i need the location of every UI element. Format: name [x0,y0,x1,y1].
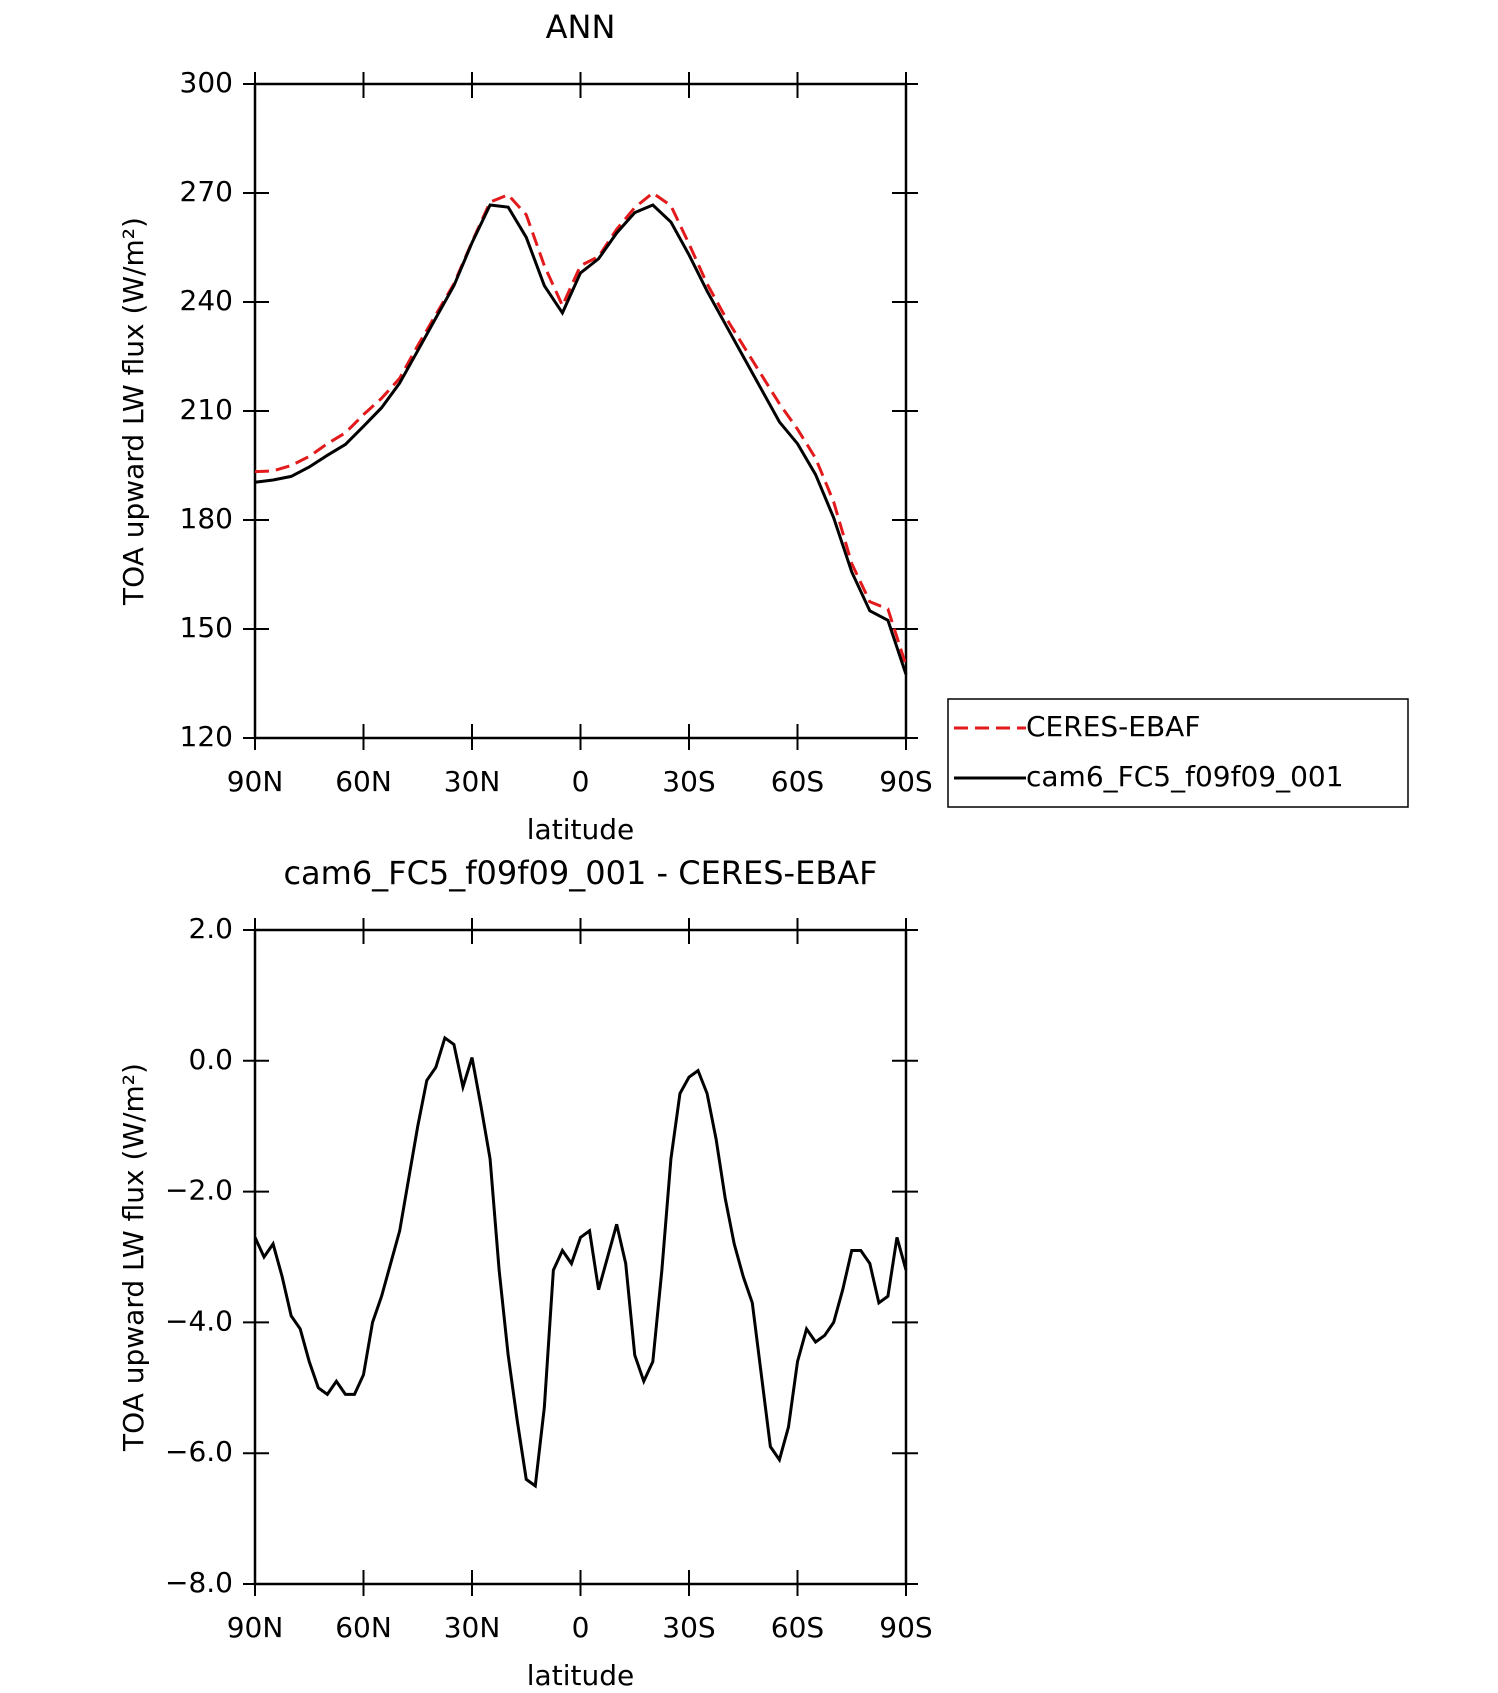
x-axis-label: latitude [527,1659,634,1692]
y-tick-label: 2.0 [188,912,233,945]
y-tick-label: 120 [180,720,233,753]
x-tick-label: 0 [572,1611,590,1644]
x-tick-label: 90S [879,1611,932,1644]
chart-title: cam6_FC5_f09f09_001 - CERES-EBAF [283,854,877,892]
x-tick-label: 30S [662,765,715,798]
x-tick-label: 30N [444,765,501,798]
x-tick-label: 60S [771,765,824,798]
y-tick-label: 180 [180,502,233,535]
y-tick-label: 0.0 [188,1043,233,1076]
legend-box [947,698,1409,808]
y-tick-label: 210 [180,393,233,426]
data-line [254,203,908,675]
y-tick-label: 300 [180,66,233,99]
x-tick-label: 0 [572,765,590,798]
x-tick-label: 60N [335,765,392,798]
x-tick-label: 30S [662,1611,715,1644]
y-axis-label: TOA upward LW flux (W/m²) [117,217,150,606]
y-tick-label: 240 [180,284,233,317]
x-tick-label: 90N [227,1611,284,1644]
plot-frame [253,928,908,1586]
data-line [254,191,908,666]
y-tick-label: −8.0 [165,1566,233,1599]
y-tick-label: −2.0 [165,1174,233,1207]
y-axis-label: TOA upward LW flux (W/m²) [117,1063,150,1452]
y-tick-label: 270 [180,175,233,208]
data-line [253,1035,908,1489]
y-tick-label: −4.0 [165,1304,233,1337]
x-axis-label: latitude [527,813,634,846]
legend-label: CERES-EBAF [1026,710,1200,743]
x-tick-label: 60N [335,1611,392,1644]
chart-title: ANN [546,8,616,46]
plot-frame [253,82,908,740]
x-tick-label: 60S [771,1611,824,1644]
x-tick-label: 90N [227,765,284,798]
y-tick-label: −6.0 [165,1435,233,1468]
y-tick-label: 150 [180,611,233,644]
x-tick-label: 30N [444,1611,501,1644]
x-tick-label: 90S [879,765,932,798]
legend-label: cam6_FC5_f09f09_001 [1026,760,1344,793]
